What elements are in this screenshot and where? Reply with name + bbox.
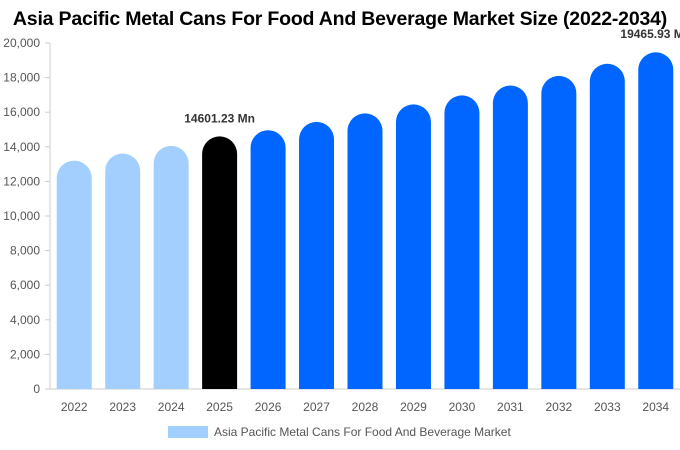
x-tick-label: 2030 xyxy=(449,400,476,414)
y-tick-label: 16,000 xyxy=(3,105,40,119)
y-tick-label: 4,000 xyxy=(10,313,40,327)
bar-2029 xyxy=(395,104,431,389)
x-tick-label: 2034 xyxy=(642,400,669,414)
x-tick-label: 2029 xyxy=(400,400,427,414)
bar-2025 xyxy=(202,136,238,389)
bar-2027 xyxy=(299,121,335,389)
bar-2026 xyxy=(250,130,286,389)
data-label: 19465.93 Mn xyxy=(620,27,680,41)
y-tick-label: 8,000 xyxy=(10,244,40,258)
bar-2024 xyxy=(153,145,189,389)
data-label: 14601.23 Mn xyxy=(184,111,255,125)
y-tick-label: 0 xyxy=(33,382,40,396)
y-tick-label: 10,000 xyxy=(3,209,40,223)
y-tick-label: 18,000 xyxy=(3,71,40,85)
y-tick-label: 6,000 xyxy=(10,278,40,292)
x-tick-label: 2023 xyxy=(109,400,136,414)
legend-label: Asia Pacific Metal Cans For Food And Bev… xyxy=(214,425,511,439)
y-tick-label: 14,000 xyxy=(3,140,40,154)
x-tick-label: 2025 xyxy=(206,400,233,414)
x-tick-label: 2026 xyxy=(255,400,282,414)
x-tick-label: 2031 xyxy=(497,400,524,414)
bar-2022 xyxy=(56,160,92,389)
bar-2032 xyxy=(541,75,577,389)
bar-2033 xyxy=(589,63,625,389)
y-tick-label: 2,000 xyxy=(10,347,40,361)
x-tick-label: 2022 xyxy=(61,400,88,414)
y-tick-label: 12,000 xyxy=(3,174,40,188)
bar-2030 xyxy=(444,95,480,389)
x-tick-label: 2032 xyxy=(545,400,572,414)
bar-2031 xyxy=(492,85,528,389)
bar-2028 xyxy=(347,113,383,389)
x-tick-label: 2024 xyxy=(158,400,185,414)
x-tick-label: 2033 xyxy=(594,400,621,414)
x-tick-label: 2028 xyxy=(352,400,379,414)
x-tick-label: 2027 xyxy=(303,400,330,414)
bar-2034 xyxy=(638,52,674,389)
legend-swatch xyxy=(168,426,208,438)
chart-title: Asia Pacific Metal Cans For Food And Bev… xyxy=(12,8,668,30)
bar-2023 xyxy=(105,153,141,389)
y-tick-label: 20,000 xyxy=(3,36,40,50)
legend[interactable]: Asia Pacific Metal Cans For Food And Bev… xyxy=(168,425,511,439)
